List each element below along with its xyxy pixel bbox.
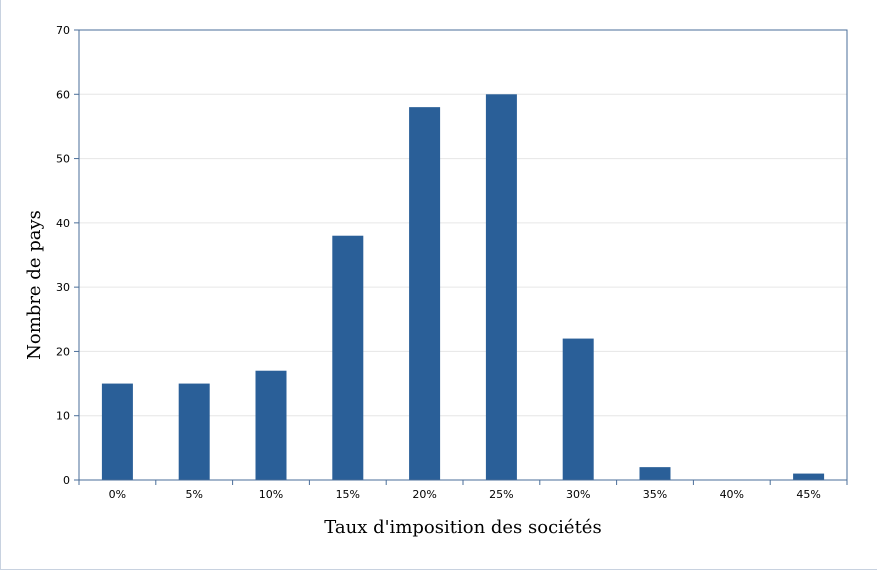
y-axis: 0 10 20 30 40 50 60 70 (56, 24, 79, 487)
gridlines (79, 93, 847, 417)
x-axis-title: Taux d'imposition des sociétés (324, 517, 601, 538)
x-tick-label: 25% (489, 488, 513, 501)
y-axis-title: Nombre de pays (24, 210, 45, 360)
bar-0pct (101, 383, 133, 480)
x-tick-label: 10% (259, 488, 283, 501)
y-tick-label: 50 (56, 153, 70, 166)
y-tick-label: 40 (56, 217, 70, 230)
bar-5pct (178, 383, 210, 480)
x-axis: 0% 5% 10% 15% 20% 25% 30% 35% 40% 45% (78, 480, 848, 501)
bar-10pct (255, 370, 287, 480)
bar-45pct (793, 473, 825, 480)
bars (101, 94, 825, 481)
y-tick-label: 30 (56, 281, 70, 294)
bar-15pct (332, 235, 364, 480)
y-tick-label: 70 (56, 24, 70, 37)
y-tick-label: 60 (56, 88, 70, 101)
x-tick-label: 35% (643, 488, 667, 501)
x-tick-label: 30% (566, 488, 590, 501)
bar-30pct (562, 338, 594, 480)
bar-25pct (485, 94, 517, 481)
x-tick-label: 15% (336, 488, 360, 501)
x-tick-label: 45% (796, 488, 820, 501)
y-tick-label: 10 (56, 410, 70, 423)
x-tick-label: 20% (412, 488, 436, 501)
x-tick-label: 5% (185, 488, 202, 501)
bar-35pct (639, 467, 671, 480)
y-tick-label: 0 (63, 474, 70, 487)
x-tick-label: 0% (109, 488, 126, 501)
bar-20pct (409, 107, 441, 481)
x-tick-label: 40% (720, 488, 744, 501)
y-tick-label: 20 (56, 345, 70, 358)
